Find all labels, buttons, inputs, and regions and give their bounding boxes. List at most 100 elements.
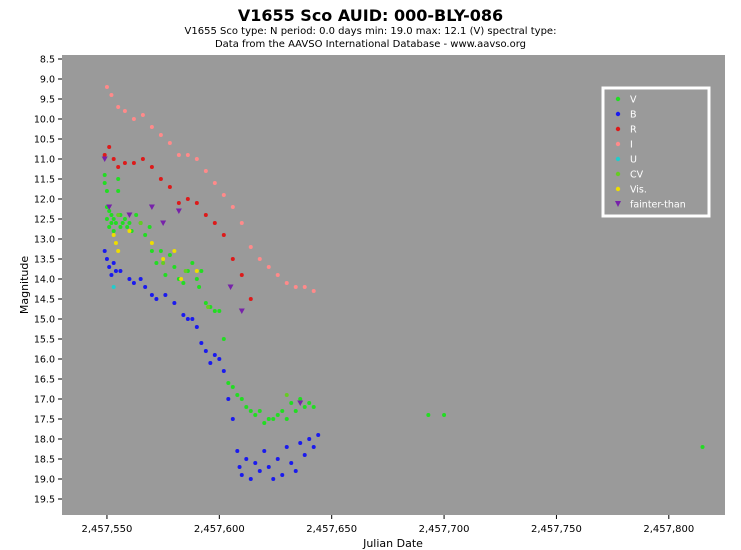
- plot-area: [62, 55, 725, 515]
- data-point: [134, 213, 139, 217]
- y-tick-label: 18.5: [34, 455, 55, 466]
- data-point: [109, 213, 114, 217]
- data-point: [203, 213, 208, 217]
- y-tick-label: 10.5: [34, 135, 55, 146]
- series-u: [111, 285, 116, 289]
- data-point: [140, 157, 145, 161]
- data-point: [172, 265, 177, 269]
- data-point: [194, 157, 199, 161]
- data-point: [160, 220, 167, 226]
- data-point: [127, 277, 132, 281]
- data-point: [293, 409, 298, 413]
- data-point: [298, 441, 303, 445]
- data-point: [275, 413, 280, 417]
- data-point: [113, 221, 118, 225]
- data-point: [426, 413, 431, 417]
- legend-marker: [615, 111, 621, 117]
- data-point: [122, 217, 127, 221]
- y-tick-label: 15.0: [34, 315, 55, 326]
- data-point: [244, 405, 249, 409]
- data-point: [149, 293, 154, 297]
- data-point: [230, 385, 235, 389]
- y-axis-label: Magnitude: [18, 256, 31, 315]
- data-point: [172, 301, 177, 305]
- data-point: [226, 397, 231, 401]
- data-point: [298, 397, 303, 401]
- data-point: [176, 201, 181, 205]
- data-point: [235, 393, 240, 397]
- data-point: [113, 241, 118, 245]
- data-point: [217, 309, 222, 313]
- y-tick-label: 17.5: [34, 415, 55, 426]
- data-point: [106, 204, 113, 210]
- legend-label: V: [630, 95, 637, 106]
- data-point: [190, 261, 195, 265]
- x-tick-label: 2,457,600: [194, 524, 245, 535]
- legend-box: [601, 86, 711, 218]
- data-point: [111, 233, 116, 237]
- data-point: [131, 117, 136, 121]
- data-point: [221, 337, 226, 341]
- data-point: [175, 208, 182, 214]
- legend-label: I: [630, 140, 633, 151]
- data-point: [111, 261, 116, 265]
- y-tick-label: 9.0: [40, 75, 55, 86]
- data-point: [181, 281, 186, 285]
- data-point: [167, 253, 172, 257]
- data-point: [140, 113, 145, 117]
- chart-subtitle-source: Data from the AAVSO International Databa…: [214, 39, 527, 50]
- legend-marker: [615, 141, 621, 147]
- data-point: [194, 201, 199, 205]
- data-point: [125, 225, 130, 229]
- data-point: [311, 445, 316, 449]
- series-b: [102, 249, 321, 481]
- data-point: [203, 169, 208, 173]
- data-point: [217, 357, 222, 361]
- legend-label: CV: [630, 170, 644, 181]
- data-point: [293, 285, 298, 289]
- y-tick-label: 13.5: [34, 255, 55, 266]
- data-point: [127, 221, 132, 225]
- y-tick-label: 11.0: [34, 155, 55, 166]
- y-tick-label: 9.5: [40, 95, 55, 106]
- data-point: [239, 397, 244, 401]
- data-point: [212, 309, 217, 313]
- data-point: [226, 381, 231, 385]
- x-tick-label: 2,457,650: [306, 524, 357, 535]
- data-point: [284, 445, 289, 449]
- data-point: [289, 401, 294, 405]
- data-point: [442, 413, 447, 417]
- data-point: [149, 125, 154, 129]
- data-point: [104, 85, 109, 89]
- y-tick-label: 19.5: [34, 495, 55, 506]
- data-point: [154, 297, 159, 301]
- data-point: [311, 405, 316, 409]
- data-point: [149, 249, 154, 253]
- data-point: [311, 289, 316, 293]
- data-point: [163, 293, 168, 297]
- data-point: [284, 417, 289, 421]
- data-point: [307, 437, 312, 441]
- data-point: [161, 257, 166, 261]
- data-point: [244, 457, 249, 461]
- series-cv: [116, 213, 289, 397]
- data-point: [163, 273, 168, 277]
- series-i: [104, 85, 316, 293]
- data-points: [101, 85, 705, 481]
- data-point: [143, 233, 148, 237]
- data-point: [104, 217, 109, 221]
- data-point: [275, 273, 280, 277]
- y-tick-label: 10.0: [34, 115, 55, 126]
- data-point: [118, 225, 123, 229]
- x-tick-label: 2,457,800: [643, 524, 694, 535]
- data-point: [116, 249, 121, 253]
- data-point: [221, 369, 226, 373]
- data-point: [138, 221, 143, 225]
- data-point: [203, 301, 208, 305]
- data-point: [194, 277, 199, 281]
- data-point: [190, 317, 195, 321]
- x-tick-label: 2,457,550: [81, 524, 132, 535]
- data-point: [111, 157, 116, 161]
- data-point: [107, 209, 112, 213]
- data-point: [248, 409, 253, 413]
